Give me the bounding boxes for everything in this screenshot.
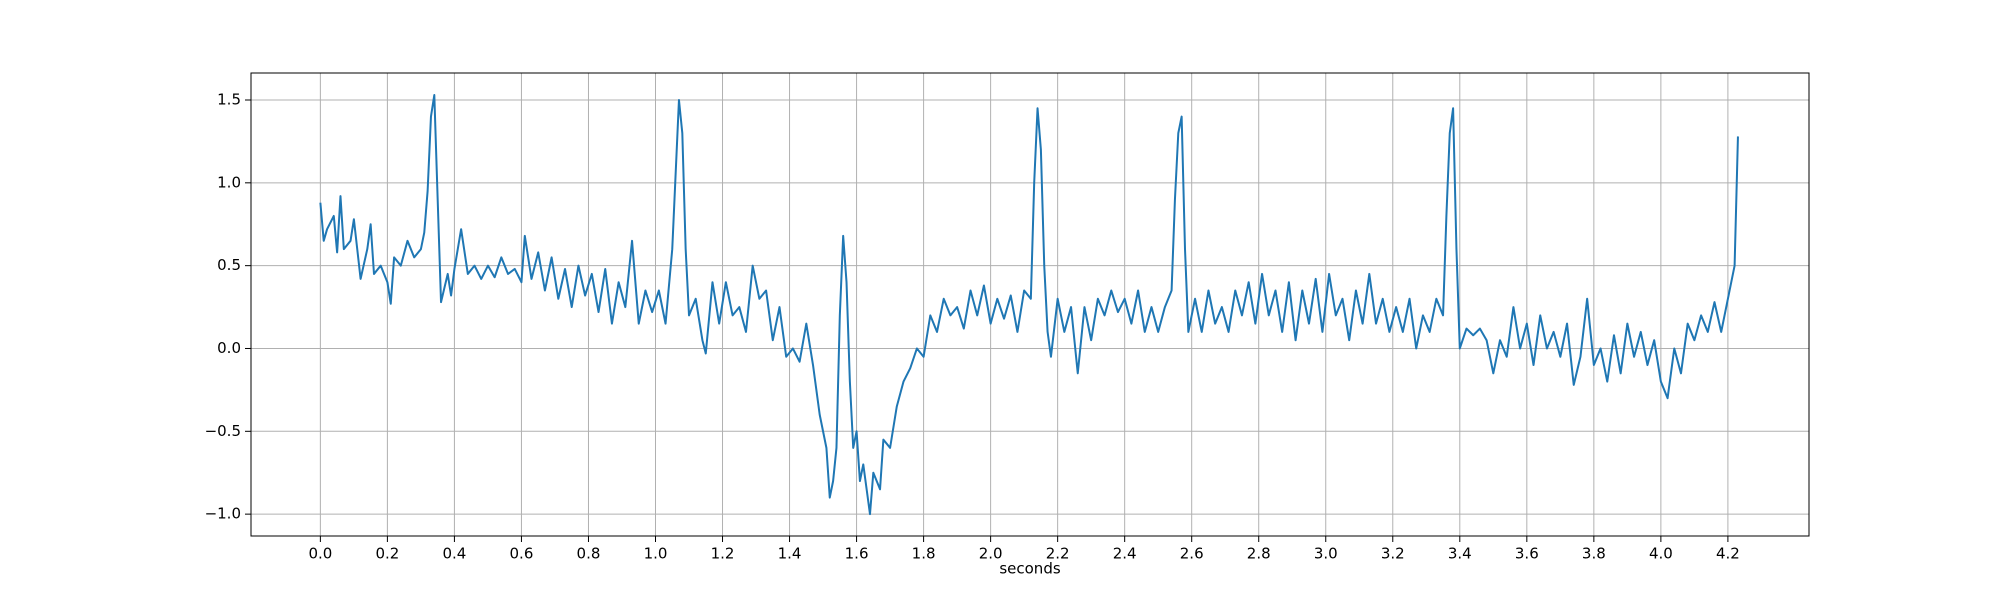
y-tick-label: 0.5 — [217, 256, 241, 274]
x-tick-label: 3.4 — [1448, 545, 1472, 563]
x-tick-label: 2.4 — [1113, 545, 1137, 563]
x-tick-label: 4.0 — [1649, 545, 1673, 563]
x-tick-label: 4.2 — [1716, 545, 1740, 563]
y-tick-label: −1.0 — [205, 505, 241, 523]
x-tick-label: 1.8 — [912, 545, 936, 563]
y-tick-label: 1.0 — [217, 173, 241, 191]
x-axis-label: seconds — [999, 560, 1060, 578]
x-tick-label: 1.6 — [845, 545, 869, 563]
x-tick-label: 1.4 — [778, 545, 802, 563]
x-tick-label: 0.0 — [308, 545, 332, 563]
x-tick-label: 2.8 — [1247, 545, 1271, 563]
plot-frame — [250, 72, 1810, 537]
x-tick-label: 0.2 — [375, 545, 399, 563]
y-tick-label: −0.5 — [205, 422, 241, 440]
x-tick-label: 1.0 — [644, 545, 668, 563]
x-tick-label: 2.0 — [979, 545, 1003, 563]
y-tick-label: 0.0 — [217, 339, 241, 357]
x-tick-label: 3.6 — [1515, 545, 1539, 563]
x-tick-label: 0.4 — [442, 545, 466, 563]
signal-line — [319, 94, 1739, 516]
x-tick-label: 3.2 — [1381, 545, 1405, 563]
x-tick-label: 0.8 — [577, 545, 601, 563]
x-tick-label: 2.2 — [1046, 545, 1070, 563]
y-tick-label: 1.5 — [217, 91, 241, 109]
x-tick-label: 3.8 — [1582, 545, 1606, 563]
x-tick-label: 2.6 — [1180, 545, 1204, 563]
x-tick-label: 3.0 — [1314, 545, 1338, 563]
x-tick-label: 1.2 — [711, 545, 735, 563]
x-tick-label: 0.6 — [510, 545, 534, 563]
